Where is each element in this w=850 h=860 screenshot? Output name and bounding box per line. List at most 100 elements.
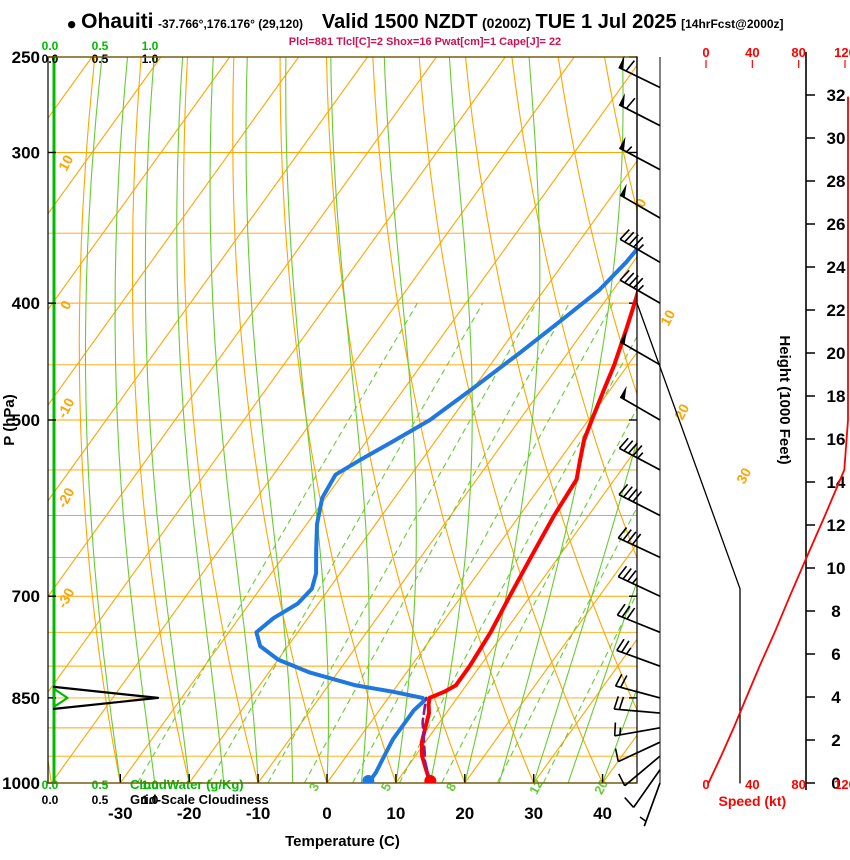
- cloudiness-bottom-tick-1: 0.5: [92, 793, 109, 807]
- isotherm-label-left-0: 0: [57, 297, 75, 312]
- sounding-parameters: Plcl=881 Tlcl[C]=2 Shox=16 Pwat[cm]=1 Ca…: [288, 36, 562, 48]
- temperature-label-40: 40: [593, 804, 612, 823]
- wind-barb: [614, 673, 661, 699]
- wind-barbs-layer: [613, 55, 661, 827]
- isotherm-40: [602, 734, 637, 783]
- wind-barb: [617, 565, 661, 597]
- isotherm--100: [48, 57, 162, 215]
- temperature-label--20: -20: [177, 804, 202, 823]
- isotherm-0: [326, 351, 637, 783]
- temperature-label--30: -30: [108, 804, 133, 823]
- mixing-ratio-2: [267, 302, 537, 783]
- height-label-10: 10: [827, 559, 846, 578]
- moist-adiabat--15: [176, 57, 225, 783]
- station-bullet-icon: ●: [66, 14, 77, 34]
- dry-adiabat--20: [131, 57, 190, 783]
- mixing-ratio-3: [303, 302, 570, 783]
- isotherm--90: [48, 57, 231, 311]
- isotherm-label-left--10: -10: [54, 395, 78, 421]
- parcel-curve: [421, 696, 432, 783]
- cloudwater-bottom-tick-0: 0.0: [42, 778, 59, 792]
- moist-adiabat-40: [602, 687, 637, 783]
- mixing-ratio-5: [352, 302, 614, 783]
- temperature-axis-label: Temperature (C): [285, 833, 400, 850]
- isotherm-50: [671, 57, 850, 783]
- height-curve: [707, 96, 849, 784]
- height-label-2: 2: [831, 731, 840, 750]
- wind-barb: [616, 603, 661, 634]
- temperature-label-10: 10: [386, 804, 405, 823]
- isotherm--60: [48, 57, 437, 598]
- pressure-label-250: 250: [12, 48, 40, 67]
- temperature-label-20: 20: [455, 804, 474, 823]
- height-axis-label: Height (1000 Feet): [776, 335, 793, 464]
- height-label-6: 6: [831, 645, 840, 664]
- speed-label-top-120: 120: [834, 45, 850, 60]
- header-title-row: ● Ohauiti -37.766°,176.176° (29,120) Val…: [0, 10, 850, 34]
- cloudwater-top-tick-2: 1.0: [142, 39, 159, 53]
- dry-adiabat-70: [557, 57, 637, 397]
- cloudiness-top-tick-1: 0.5: [92, 52, 109, 66]
- curves-layer: [254, 246, 637, 783]
- speed-axis-label: Speed (kt): [718, 793, 786, 809]
- cloudwater-top-tick-0: 0.0: [42, 39, 59, 53]
- dry-adiabat-100: [697, 57, 850, 783]
- wind-barb: [618, 136, 661, 171]
- mixing-ratio-0.4: [136, 302, 418, 783]
- wind-barb: [617, 526, 661, 559]
- isotherm--20: [188, 160, 637, 783]
- cloudiness-bottom-label: Grid-Scale Cloudiness: [130, 792, 269, 807]
- moist-adiabat-15: [429, 57, 473, 783]
- cloudwater-top-tick-1: 0.5: [92, 39, 109, 53]
- dry-adiabat-40: [418, 57, 604, 783]
- cloudiness-bottom-tick-0: 0.0: [42, 793, 59, 807]
- temperature-label-0: 0: [322, 804, 331, 823]
- isotherm--80: [48, 57, 300, 407]
- speed-label-top-40: 40: [745, 45, 759, 60]
- moist-adiabat-25: [498, 57, 624, 783]
- dry-adiabat-80: [603, 57, 637, 213]
- dewpoint-curve: [254, 246, 637, 783]
- forecast-tag: [14hrFcst@2000z]: [681, 17, 784, 31]
- wind-barb: [618, 93, 661, 127]
- cloudwater-bottom-tick-2: 1.0: [142, 778, 159, 792]
- moist-adiabat-10: [383, 57, 417, 783]
- dry-adiabat-50: [464, 57, 637, 712]
- wind-barb: [618, 483, 661, 517]
- surface-temperature: [424, 775, 437, 783]
- station-coordinates: -37.766°,176.176° (29,120): [157, 17, 304, 31]
- dry-adiabat-0: [232, 57, 328, 783]
- speed-label-bottom-80: 80: [791, 777, 805, 792]
- temperature-curve: [419, 288, 637, 783]
- height-label-12: 12: [827, 516, 846, 535]
- isotherm--10: [257, 255, 637, 783]
- isotherm-label-left-10: 10: [55, 152, 77, 173]
- dry-adiabat--30: [78, 57, 121, 783]
- wind-barb: [617, 755, 661, 787]
- wind-barb: [619, 330, 661, 366]
- cloudiness-top-tick-2: 1.0: [142, 52, 159, 66]
- height-label-8: 8: [831, 602, 840, 621]
- height-label-22: 22: [827, 301, 846, 320]
- wind-barb: [618, 437, 661, 471]
- dry-adiabat-60: [511, 57, 637, 560]
- speed-label-bottom-120: 120: [834, 777, 850, 792]
- moist-adiabat-5: [330, 57, 370, 783]
- isotherm--70: [48, 57, 368, 502]
- dry-adiabat-30: [372, 57, 535, 783]
- wind-barb: [618, 55, 661, 89]
- wind-barb: [614, 741, 661, 763]
- wind-barb: [616, 638, 661, 667]
- height-label-0: 0: [831, 774, 840, 793]
- wind-barb: [624, 769, 661, 808]
- cloudiness-top-tick-0: 0.0: [42, 52, 59, 66]
- mixing-ratio-30: [542, 592, 637, 783]
- wind-barb: [619, 269, 661, 304]
- height-label-4: 4: [831, 688, 841, 707]
- wind-barb: [619, 385, 661, 421]
- moist-adiabat-20: [464, 57, 541, 783]
- height-label-24: 24: [827, 258, 846, 277]
- surface-dewpoint: [362, 775, 375, 783]
- mixing-ratio-label-12: 12: [526, 777, 546, 797]
